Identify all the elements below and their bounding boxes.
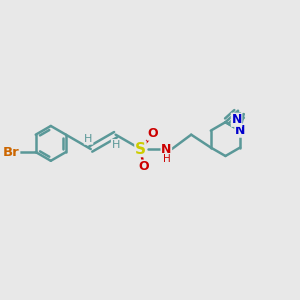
Text: H: H — [163, 154, 171, 164]
Text: O: O — [138, 160, 148, 173]
Text: O: O — [147, 127, 158, 140]
Text: N: N — [231, 113, 242, 126]
Text: Br: Br — [3, 146, 20, 159]
Text: H: H — [111, 140, 120, 150]
Text: S: S — [135, 142, 146, 157]
Text: N: N — [161, 142, 172, 155]
Text: N: N — [235, 124, 245, 137]
Text: H: H — [84, 134, 93, 144]
